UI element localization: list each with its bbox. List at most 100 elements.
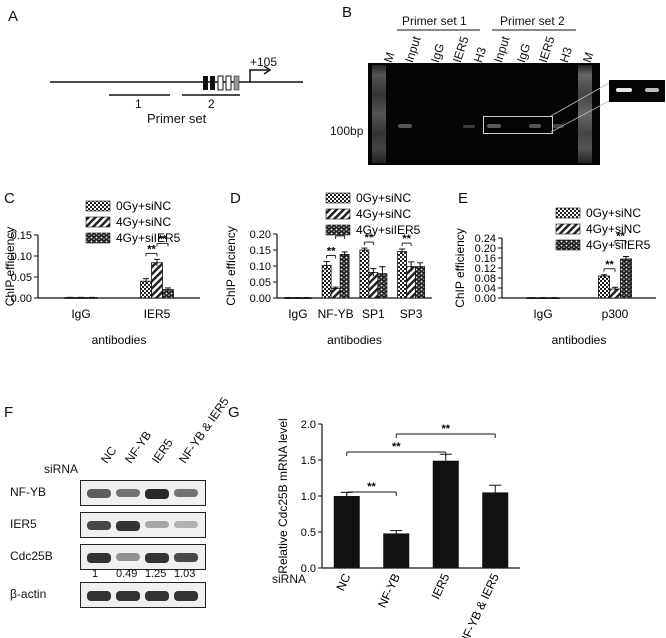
- blot-row-label: NF-YB: [10, 485, 46, 499]
- band-ier5-2: [529, 124, 541, 128]
- legend-label: 4Gy+siNC: [116, 215, 171, 229]
- category-label: NF-YB: [318, 307, 354, 321]
- legend-label: 4Gy+siIER5: [356, 223, 421, 237]
- y-tick-label: 0.20: [475, 243, 496, 255]
- panel-b-letter: B: [342, 4, 353, 21]
- blot-quant-value: 1.03: [174, 568, 196, 580]
- legend-swatch: [325, 208, 351, 220]
- blot-band: [145, 553, 169, 563]
- band-h3-1: [463, 125, 475, 128]
- blot-row-label: β-actin: [10, 587, 47, 601]
- primer-2-label: 2: [208, 97, 215, 111]
- legend-label: 0Gy+siNC: [586, 206, 641, 220]
- bar: [383, 533, 410, 568]
- gel-image: [368, 63, 600, 165]
- primer-set-caption: Primer set: [147, 111, 207, 126]
- zoom-band-2: [645, 88, 659, 92]
- panel-c-letter: C: [4, 190, 15, 207]
- bar: [333, 496, 360, 568]
- blot-band: [87, 521, 111, 531]
- legend-swatch: [85, 232, 111, 244]
- blot-band: [116, 553, 140, 561]
- significance-label: **: [605, 259, 614, 271]
- x-axis-title: antibodies: [552, 333, 607, 347]
- y-tick-label: 0.00: [11, 293, 32, 305]
- blot-quant-value: 1: [92, 568, 99, 580]
- primer-set-1-label: Primer set 1: [402, 14, 467, 28]
- legend-label: 4Gy+siNC: [586, 222, 641, 236]
- blot-band: [174, 553, 198, 563]
- zoom-band-1: [616, 88, 632, 92]
- primer-set-2-label: Primer set 2: [500, 14, 565, 28]
- blot-row-label: Cdc25B: [10, 549, 53, 563]
- blot-strip: [80, 512, 206, 538]
- blot-band: [87, 553, 111, 563]
- panel-e-letter: E: [458, 190, 469, 207]
- panel-a-letter: A: [8, 8, 19, 25]
- blot-band: [174, 591, 198, 601]
- y-tick-label: 0.15: [11, 230, 32, 242]
- band-h3-2: [552, 124, 564, 128]
- y-tick-label: 0.05: [250, 277, 271, 289]
- blot-quant-value: 0.49: [116, 568, 138, 580]
- zoom-inset: [609, 80, 665, 102]
- y-axis-title: ChIP efficiency: [453, 228, 467, 308]
- category-label: IER5: [429, 571, 453, 601]
- legend-label: 4Gy+siIER5: [116, 231, 181, 245]
- y-tick-label: 0.05: [11, 272, 32, 284]
- category-label: SP3: [400, 307, 423, 321]
- marker-lane-left: [372, 65, 386, 163]
- category-label: IgG: [288, 307, 307, 321]
- blot-strip: [80, 582, 206, 608]
- y-axis-title: ChIP efficiency: [224, 226, 238, 306]
- blot-row-label: IER5: [10, 517, 37, 531]
- blot-band: [87, 591, 111, 601]
- legend-label: 0Gy+siNC: [116, 199, 171, 213]
- significance-label: **: [365, 232, 374, 244]
- y-axis-title: ChIP efficiency: [3, 227, 17, 307]
- panel-d-letter: D: [230, 190, 241, 207]
- bar: [432, 460, 459, 568]
- blot-strip: [80, 480, 206, 506]
- legend-swatch: [325, 224, 351, 236]
- category-label: NC: [333, 571, 353, 593]
- legend-swatch: [325, 192, 351, 204]
- y-tick-label: 0.24: [475, 233, 496, 245]
- blot-band: [145, 591, 169, 601]
- legend-swatch: [85, 216, 111, 228]
- legend-swatch: [555, 207, 581, 219]
- category-label: IgG: [71, 307, 90, 321]
- y-tick-label: 0.00: [250, 293, 271, 305]
- significance-label: **: [392, 441, 401, 453]
- y-tick-label: 0.5: [301, 527, 316, 539]
- significance-label: **: [158, 233, 167, 245]
- blot-band: [116, 591, 140, 601]
- panel-f-letter: F: [4, 404, 14, 421]
- category-label: NF-YB: [375, 571, 403, 610]
- y-tick-label: 0.0: [301, 563, 316, 575]
- significance-label: **: [147, 243, 156, 255]
- blot-strip: [80, 544, 206, 570]
- blot-band: [116, 521, 140, 531]
- y-axis-title: Relative Cdc25B mRNA level: [276, 418, 290, 573]
- legend-label: 4Gy+siIER5: [586, 238, 651, 252]
- significance-label: **: [402, 233, 411, 245]
- y-tick-label: 0.10: [11, 251, 32, 263]
- y-tick-label: 0.04: [475, 283, 496, 295]
- blot-quant-value: 1.25: [145, 568, 167, 580]
- primer-1-label: 1: [135, 97, 142, 111]
- bar: [482, 492, 509, 568]
- y-tick-label: 0.10: [250, 261, 271, 273]
- category-label: IER5: [144, 307, 171, 321]
- legend-label: 0Gy+siNC: [356, 191, 411, 205]
- g-sirna-label: siRNA: [272, 572, 307, 586]
- x-axis-title: antibodies: [327, 333, 382, 347]
- category-label: NF-YB & IER5: [457, 571, 503, 638]
- blot-band: [116, 489, 140, 498]
- blot-sirna-label: siRNA: [44, 462, 79, 476]
- blot-band: [145, 521, 169, 529]
- x-axis-title: antibodies: [92, 333, 147, 347]
